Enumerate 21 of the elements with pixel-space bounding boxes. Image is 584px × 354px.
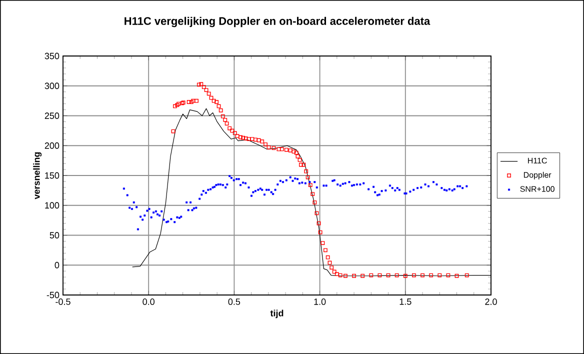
y-tick-label: 50 [50,232,60,238]
y-tick-label: -50 [46,292,60,298]
y-tick-label: 0 [54,262,60,268]
x-tick-label: 0.0 [142,298,155,305]
y-tick-label: 250 [44,112,60,119]
legend-label: H11C [528,158,547,164]
y-axis-title: versnelling [33,152,42,200]
y-tick-label: 350 [44,52,60,60]
y-tick-label: 200 [44,142,60,149]
legend-label: SNR+100 [520,186,554,192]
x-tick-label: 0.5 [228,298,240,305]
legend-label: Doppler [524,172,552,180]
x-tick-label: 1.0 [314,298,326,305]
y-tick-label: 300 [44,82,60,90]
chart-title: H11C vergelijking Doppler en on-board accelerometer data [124,16,430,28]
y-tick-label: 150 [45,172,60,179]
x-tick-label: 1.5 [400,298,412,305]
x-tick-label: 2.0 [485,298,497,305]
x-axis-title: tijd [270,310,284,318]
y-tick-label: 100 [45,202,60,209]
x-tick-label: -0.5 [56,298,70,305]
